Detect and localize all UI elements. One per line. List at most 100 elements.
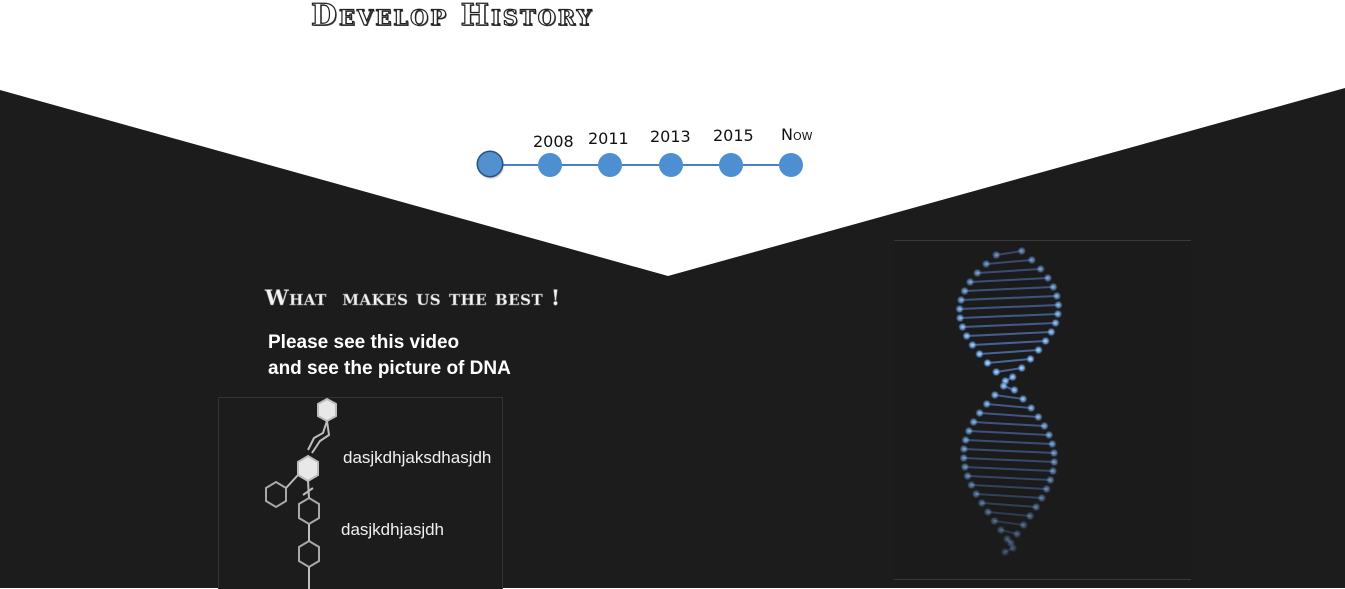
dna-node [969,417,979,427]
dna-node [955,304,965,314]
timeline-label-now[interactable]: Now [781,125,813,144]
dna-node [1041,336,1051,346]
timeline-start-dot[interactable] [478,152,502,176]
dna-rung [979,349,1039,355]
dna-node [966,480,976,490]
dna-node [1039,421,1049,431]
dna-node [965,277,975,287]
dna-rung [971,484,1047,490]
intro-text: Please see this video and see the pictur… [268,330,511,382]
timeline-label-2013[interactable]: 2013 [650,127,691,146]
dna-node [1043,273,1053,283]
dna-rung [968,430,1050,436]
timeline-label-2015[interactable]: 2015 [713,126,754,145]
dna-node [1037,493,1047,503]
dna-node [1036,264,1046,274]
dna-node [959,444,969,454]
dna-node [971,489,981,499]
dna-node [996,525,1006,535]
dna-node [1019,520,1029,530]
dna-rung [964,286,1054,292]
dna-rung [959,304,1059,310]
dna-node [959,453,969,463]
molecule-text-2: dasjkdhjasjdh [341,520,445,539]
dna-rung [962,322,1056,328]
dna-node [983,507,993,517]
dna-node [1051,318,1061,328]
timeline-dot-2011[interactable] [598,153,622,177]
dna-node [1017,363,1027,373]
dna-node [990,390,1000,400]
dna-node [1053,300,1063,310]
section-heading: What makes us the best ! [265,285,561,311]
dna-node [1034,345,1044,355]
dna-node [1026,403,1036,413]
dna-node [957,322,967,332]
dna-node [967,340,977,350]
dna-node [1042,484,1052,494]
dna-node [977,498,987,508]
dna-node [1025,354,1035,364]
dna-node [964,426,974,436]
dna-node [1031,502,1041,512]
timeline-dot-2008[interactable] [538,153,562,177]
molecule-diagram [265,398,337,589]
dna-rung [987,511,1031,517]
dna-rung [986,259,1032,265]
dna-node [991,250,1001,260]
dna-node [962,331,972,341]
dna-rung [994,394,1024,400]
dna-node [960,462,970,472]
dna-node [972,268,982,278]
dna-node [1008,543,1018,553]
dna-node [983,358,993,368]
dna-helix-image [894,240,1191,580]
dna-node [981,259,991,269]
dna-rung [987,358,1031,364]
dna-node [956,295,966,305]
dna-rung [963,457,1055,463]
dna-node [1012,529,1022,539]
dna-rung [970,277,1048,283]
timeline-dot-2015[interactable] [719,153,743,177]
dna-rung [972,340,1046,346]
dna-node [1000,547,1010,557]
dna-node [955,313,965,323]
dna-node [1048,282,1058,292]
dna-node [1027,255,1037,265]
dna-rung [967,475,1051,481]
dna-rung [961,295,1057,301]
dna-node [1018,394,1028,404]
dna-node [1045,475,1055,485]
intro-line-1: Please see this video [268,332,460,353]
timeline-label-2008[interactable]: 2008 [533,132,574,151]
dna-rung [994,520,1024,526]
timeline-label-2011[interactable]: 2011 [588,129,629,148]
timeline-dot-now[interactable] [779,153,803,177]
dna-rung [960,313,1058,319]
dna-node [963,471,973,481]
dna-rung [964,466,1054,472]
dna-node [975,408,985,418]
dna-node [1049,457,1059,467]
dna-node [1046,327,1056,337]
molecule-text-1: dasjkdhjaksdhasjdh [343,448,492,467]
dna-node [999,381,1009,391]
dna-rung [986,403,1032,409]
dna-node [1052,291,1062,301]
timeline-dot-2013[interactable] [659,153,683,177]
page-title: Develop History [310,0,594,33]
dna-rung [973,421,1045,427]
timeline-line [490,164,792,166]
molecule-image-panel: dasjkdhjaksdhasjdh dasjkdhjasjdh [218,397,503,589]
dna-node [1025,511,1035,521]
dna-rung [979,412,1039,418]
dna-node [974,349,984,359]
dna-rung [963,448,1055,454]
dna-node [1053,309,1063,319]
dna-helix-graphic [955,246,1063,557]
dna-node [961,435,971,445]
dna-rung [966,331,1052,337]
dna-node [1033,412,1043,422]
